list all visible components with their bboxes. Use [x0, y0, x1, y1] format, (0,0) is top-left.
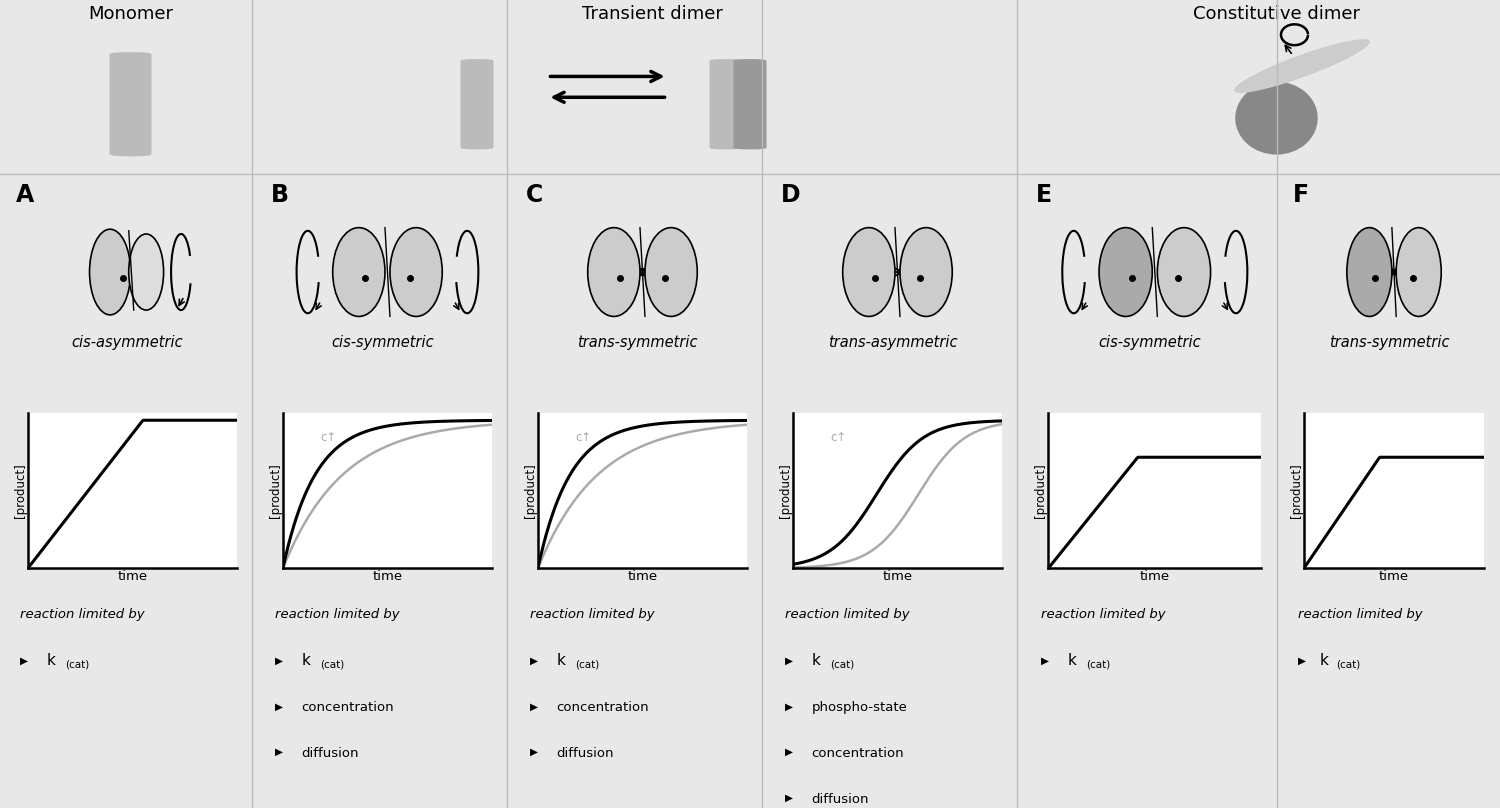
- Text: (cat): (cat): [830, 659, 854, 670]
- Ellipse shape: [645, 228, 698, 317]
- Text: ▶: ▶: [276, 701, 284, 711]
- Text: cis-symmetric: cis-symmetric: [1098, 335, 1202, 351]
- Text: F: F: [1293, 183, 1310, 207]
- Ellipse shape: [129, 234, 164, 310]
- Text: ▶: ▶: [786, 747, 794, 757]
- Text: Monomer: Monomer: [88, 5, 172, 23]
- Text: C: C: [525, 183, 543, 207]
- Ellipse shape: [588, 228, 640, 317]
- Text: trans-asymmetric: trans-asymmetric: [828, 335, 957, 351]
- Ellipse shape: [1158, 228, 1210, 317]
- Text: reaction limited by: reaction limited by: [1041, 608, 1166, 621]
- Ellipse shape: [1396, 228, 1441, 317]
- Text: k: k: [302, 653, 310, 668]
- Text: diffusion: diffusion: [302, 747, 358, 760]
- Y-axis label: [product]: [product]: [13, 463, 27, 518]
- Text: phospho-state: phospho-state: [812, 701, 907, 714]
- X-axis label: time: time: [882, 570, 912, 583]
- Text: (cat): (cat): [574, 659, 598, 670]
- Ellipse shape: [1236, 82, 1317, 154]
- Text: ▶: ▶: [786, 656, 794, 666]
- Text: ▶: ▶: [531, 701, 538, 711]
- Text: diffusion: diffusion: [812, 793, 868, 806]
- Text: ▶: ▶: [21, 656, 28, 666]
- Text: concentration: concentration: [812, 747, 904, 760]
- Text: reaction limited by: reaction limited by: [276, 608, 400, 621]
- Text: (cat): (cat): [1086, 659, 1110, 670]
- Ellipse shape: [900, 228, 952, 317]
- Text: ▶: ▶: [786, 793, 794, 803]
- Text: ▶: ▶: [276, 656, 284, 666]
- Text: k: k: [812, 653, 820, 668]
- Y-axis label: [product]: [product]: [778, 463, 792, 518]
- Text: diffusion: diffusion: [556, 747, 614, 760]
- Text: ▶: ▶: [786, 701, 794, 711]
- Text: c↑: c↑: [831, 431, 848, 444]
- Text: concentration: concentration: [302, 701, 394, 714]
- FancyBboxPatch shape: [734, 59, 766, 149]
- Text: Constitutive dimer: Constitutive dimer: [1192, 5, 1360, 23]
- Text: cis-asymmetric: cis-asymmetric: [72, 335, 183, 351]
- Text: ▶: ▶: [1041, 656, 1048, 666]
- FancyBboxPatch shape: [710, 59, 742, 149]
- Text: trans-symmetric: trans-symmetric: [1329, 335, 1450, 351]
- Text: reaction limited by: reaction limited by: [1298, 608, 1422, 621]
- Text: ▶: ▶: [531, 656, 538, 666]
- Text: reaction limited by: reaction limited by: [531, 608, 656, 621]
- X-axis label: time: time: [1378, 570, 1408, 583]
- Text: ▶: ▶: [276, 747, 284, 757]
- Text: (cat): (cat): [320, 659, 344, 670]
- Text: c↑: c↑: [576, 431, 592, 444]
- Text: cis-symmetric: cis-symmetric: [332, 335, 434, 351]
- Text: c↑: c↑: [321, 431, 338, 444]
- Text: Transient dimer: Transient dimer: [582, 5, 723, 23]
- Y-axis label: [product]: [product]: [1290, 463, 1302, 518]
- Text: trans-symmetric: trans-symmetric: [578, 335, 698, 351]
- Text: k: k: [1320, 653, 1329, 668]
- Y-axis label: [product]: [product]: [524, 463, 537, 518]
- Y-axis label: [product]: [product]: [1034, 463, 1047, 518]
- Text: k: k: [556, 653, 566, 668]
- X-axis label: time: time: [372, 570, 402, 583]
- FancyBboxPatch shape: [460, 59, 494, 149]
- Text: k: k: [1068, 653, 1076, 668]
- X-axis label: time: time: [1140, 570, 1170, 583]
- Ellipse shape: [390, 228, 442, 317]
- Ellipse shape: [1234, 39, 1370, 93]
- Ellipse shape: [333, 228, 386, 317]
- Text: k: k: [46, 653, 56, 668]
- FancyBboxPatch shape: [110, 52, 152, 157]
- Text: ▶: ▶: [1298, 656, 1305, 666]
- Y-axis label: [product]: [product]: [268, 463, 282, 518]
- Text: A: A: [15, 183, 33, 207]
- Ellipse shape: [1347, 228, 1392, 317]
- Text: ▶: ▶: [531, 747, 538, 757]
- Text: E: E: [1035, 183, 1052, 207]
- Text: concentration: concentration: [556, 701, 650, 714]
- Text: B: B: [270, 183, 288, 207]
- Text: reaction limited by: reaction limited by: [786, 608, 910, 621]
- Text: (cat): (cat): [1335, 659, 1360, 670]
- Ellipse shape: [1100, 228, 1152, 317]
- Text: D: D: [780, 183, 800, 207]
- Ellipse shape: [90, 229, 130, 315]
- X-axis label: time: time: [117, 570, 147, 583]
- Text: reaction limited by: reaction limited by: [21, 608, 146, 621]
- Ellipse shape: [843, 228, 896, 317]
- Text: (cat): (cat): [64, 659, 88, 670]
- X-axis label: time: time: [627, 570, 657, 583]
